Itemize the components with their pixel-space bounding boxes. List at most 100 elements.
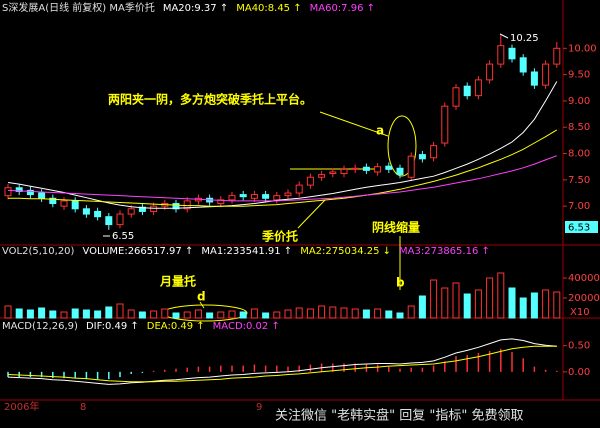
ma-line bbox=[7, 338, 557, 385]
volume-bar bbox=[329, 306, 337, 319]
candle-body bbox=[497, 45, 505, 65]
candle-body bbox=[486, 63, 494, 81]
legend-entry: VOLUME:266517.97 ↑ bbox=[82, 246, 193, 257]
volume-bar bbox=[452, 282, 460, 319]
trough-label: 6.55 bbox=[112, 231, 134, 242]
candle-body bbox=[519, 57, 527, 73]
volume-bar bbox=[508, 287, 516, 319]
legend-entry: MA3:273865.16 ↑ bbox=[399, 246, 490, 257]
legend-entry: S深发展A(日线 前复权) MA季价托 bbox=[2, 1, 155, 14]
volume-bar bbox=[407, 305, 415, 319]
volume-bar bbox=[194, 309, 202, 319]
ma-line bbox=[8, 129, 558, 207]
annotation: 季价托 bbox=[261, 229, 298, 244]
volume-bar bbox=[430, 279, 438, 319]
candle-body bbox=[295, 184, 303, 194]
volume-bar bbox=[82, 309, 90, 319]
candle-body bbox=[329, 171, 337, 175]
volume-bar bbox=[418, 295, 426, 319]
volume-bar bbox=[486, 277, 494, 319]
legend-entry: MA1:233541.91 ↑ bbox=[201, 246, 292, 257]
volume-bar bbox=[15, 308, 23, 319]
volume-bar bbox=[138, 311, 146, 319]
pointer bbox=[199, 301, 205, 309]
candle-body bbox=[318, 174, 326, 178]
y-tick-label: 20000 bbox=[568, 293, 600, 304]
legend-entry: DIF:0.49 ↑ bbox=[86, 321, 139, 332]
legend-entry: MACD:0.02 ↑ bbox=[213, 321, 280, 332]
candle-body bbox=[530, 71, 538, 86]
volume-bar bbox=[127, 309, 135, 319]
legend-entry: MA40:8.45 ↑ bbox=[236, 3, 301, 14]
y-tick-label: 9.00 bbox=[568, 96, 590, 107]
volume-bar bbox=[38, 307, 46, 319]
annotation-shapes bbox=[162, 111, 417, 322]
candle-body bbox=[463, 85, 471, 97]
y-tick-label: 0.00 bbox=[568, 367, 590, 378]
volume-bar bbox=[284, 309, 292, 319]
candle-body bbox=[508, 47, 516, 60]
candle-body bbox=[452, 87, 460, 107]
ma-line bbox=[7, 81, 558, 209]
volume-bar bbox=[497, 272, 505, 319]
legend-entry: MACD(12,26,9) bbox=[2, 321, 78, 332]
ma-line bbox=[7, 155, 557, 202]
volume-bar bbox=[306, 308, 314, 319]
volume-bar bbox=[161, 308, 169, 319]
candle-body bbox=[385, 165, 393, 170]
candle-body bbox=[407, 155, 415, 178]
candle-body bbox=[116, 213, 124, 226]
watermark: 关注微信 "老韩实盘" 回复 "指标" 免费领取 bbox=[275, 408, 523, 424]
last-price: 6.53 bbox=[568, 223, 590, 234]
volume-bar bbox=[530, 292, 538, 319]
volume-bar bbox=[463, 293, 471, 319]
highlight-ellipse bbox=[387, 115, 417, 177]
volume-bar bbox=[273, 311, 281, 319]
volume-bar bbox=[94, 310, 102, 319]
candle-body bbox=[60, 200, 68, 207]
candle-body bbox=[49, 197, 57, 205]
candle-body bbox=[183, 200, 191, 210]
candle-body bbox=[362, 166, 370, 171]
candle-body bbox=[217, 199, 225, 205]
volume-bar bbox=[318, 305, 326, 319]
volume-bar bbox=[105, 306, 113, 319]
peak-pointer bbox=[499, 33, 509, 39]
volume-bar bbox=[150, 310, 158, 319]
y-tick-label: 0.50 bbox=[568, 341, 590, 352]
y-tick-label: 10.00 bbox=[568, 43, 597, 54]
candle-body bbox=[351, 167, 359, 170]
pointer bbox=[297, 199, 326, 229]
volume-bar bbox=[385, 310, 393, 319]
y-tick-label: 7.00 bbox=[568, 201, 590, 212]
time-label: 2006年 bbox=[4, 400, 39, 413]
candle-body bbox=[374, 166, 382, 173]
time-label: 8 bbox=[80, 402, 86, 413]
time-label: 9 bbox=[256, 402, 262, 413]
volume-bar bbox=[206, 312, 214, 319]
candle-body bbox=[228, 195, 236, 201]
annotation: 月量托 bbox=[159, 274, 196, 289]
volume-bar bbox=[362, 309, 370, 319]
annotation: 阴线缩量 bbox=[372, 220, 420, 235]
annotation: 两阳夹一阴，多方炮突破季托上平台。 bbox=[108, 92, 312, 107]
volume-bar bbox=[60, 311, 68, 319]
annotation: d bbox=[197, 290, 206, 304]
candle-body bbox=[430, 145, 438, 159]
ma-line bbox=[7, 345, 557, 383]
volume-bar bbox=[217, 311, 225, 319]
annotation: b bbox=[396, 276, 405, 290]
candle-body bbox=[418, 154, 426, 160]
volume-bar bbox=[26, 309, 34, 319]
candle-body bbox=[4, 187, 12, 197]
y-tick-label: 7.50 bbox=[568, 175, 590, 186]
candle-body bbox=[306, 176, 314, 186]
candle-body bbox=[396, 167, 404, 176]
volume-bar bbox=[71, 308, 79, 319]
legend-entry: MA20:9.37 ↑ bbox=[163, 3, 228, 14]
volume-bar bbox=[351, 308, 359, 319]
candle-body bbox=[71, 200, 79, 210]
candle-body bbox=[26, 189, 34, 196]
